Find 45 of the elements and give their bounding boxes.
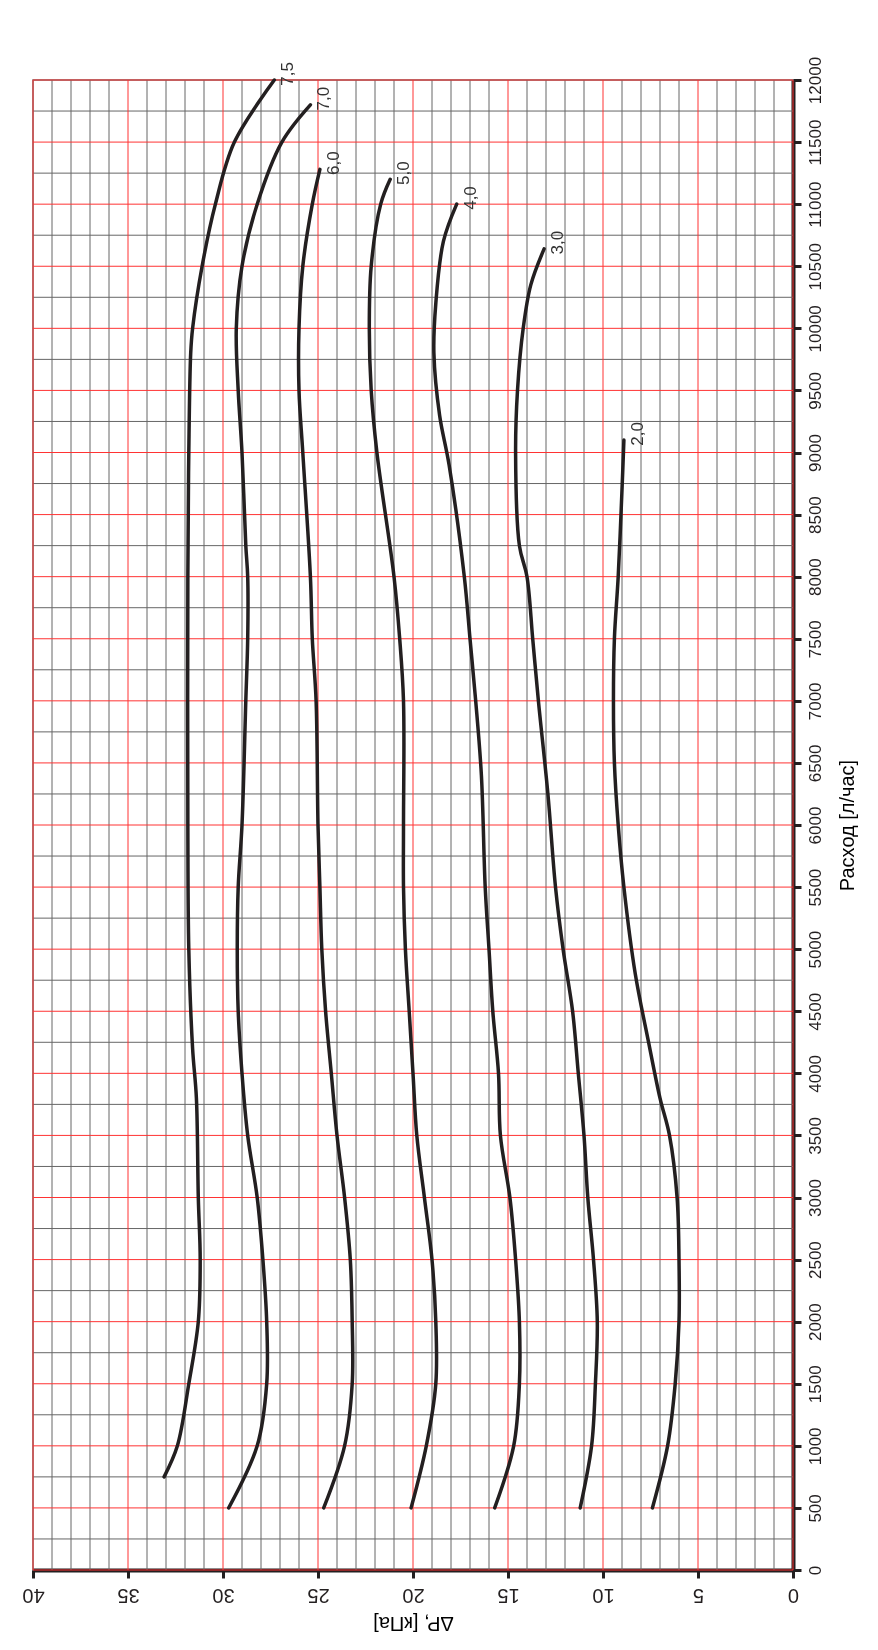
y-tick-label: 1500 [805,1365,825,1404]
y-tick-label: 11000 [805,181,825,228]
text: 3,0 [548,230,568,255]
y-tick-label: 6000 [805,806,825,845]
text: 4,0 [460,186,480,210]
x-tick-label: 15 [497,1584,520,1607]
y-tick-label: 6500 [805,744,825,783]
y-tick-label: 1000 [805,1427,825,1466]
y-axis-title: Расход [л/час] [835,759,858,892]
y-tick-label: 500 [805,1494,825,1523]
y-tick-label: 9500 [805,372,825,410]
y-tick-label: 7500 [805,620,825,659]
x-tick-label: 5 [692,1584,705,1607]
y-tick-label: 2500 [805,1241,825,1279]
y-tick-label: 11500 [805,119,825,166]
x-tick-label: 30 [212,1584,235,1607]
x-axis-title: ΔP, [кПа] [373,1612,454,1635]
y-tick-label: 3000 [805,1179,825,1217]
line-series [226,103,313,1510]
x-tick-label: 0 [787,1584,800,1607]
text: 6,0 [323,151,343,176]
y-tick-label: 8500 [805,496,825,534]
x-tick-label: 20 [402,1584,425,1607]
x-tick-label: 25 [307,1584,330,1607]
y-tick-label: 0 [805,1565,825,1576]
y-tick-label: 8000 [805,558,825,597]
y-tick-label: 4500 [805,992,825,1031]
line-series [162,78,277,1479]
text: 7,0 [314,86,334,111]
text: 7,5 [278,62,298,86]
x-tick-label: 35 [117,1584,140,1607]
y-tick-label: 7000 [805,682,825,721]
y-tick-label: 3500 [805,1117,825,1155]
y-tick-label: 10500 [805,243,825,291]
y-tick-label: 4000 [805,1054,825,1093]
y-tick-label: 9000 [805,434,825,472]
y-tick-label: 5500 [805,868,825,907]
x-tick-label: 40 [22,1584,45,1607]
y-tick-label: 10000 [805,305,825,353]
y-tick-label: 5000 [805,930,825,969]
x-tick-label: 10 [592,1584,615,1607]
y-tick-label: 2000 [805,1303,825,1342]
y-tick-label: 12000 [805,56,825,105]
text: 5,0 [394,161,414,185]
text: 2,0 [627,422,647,446]
